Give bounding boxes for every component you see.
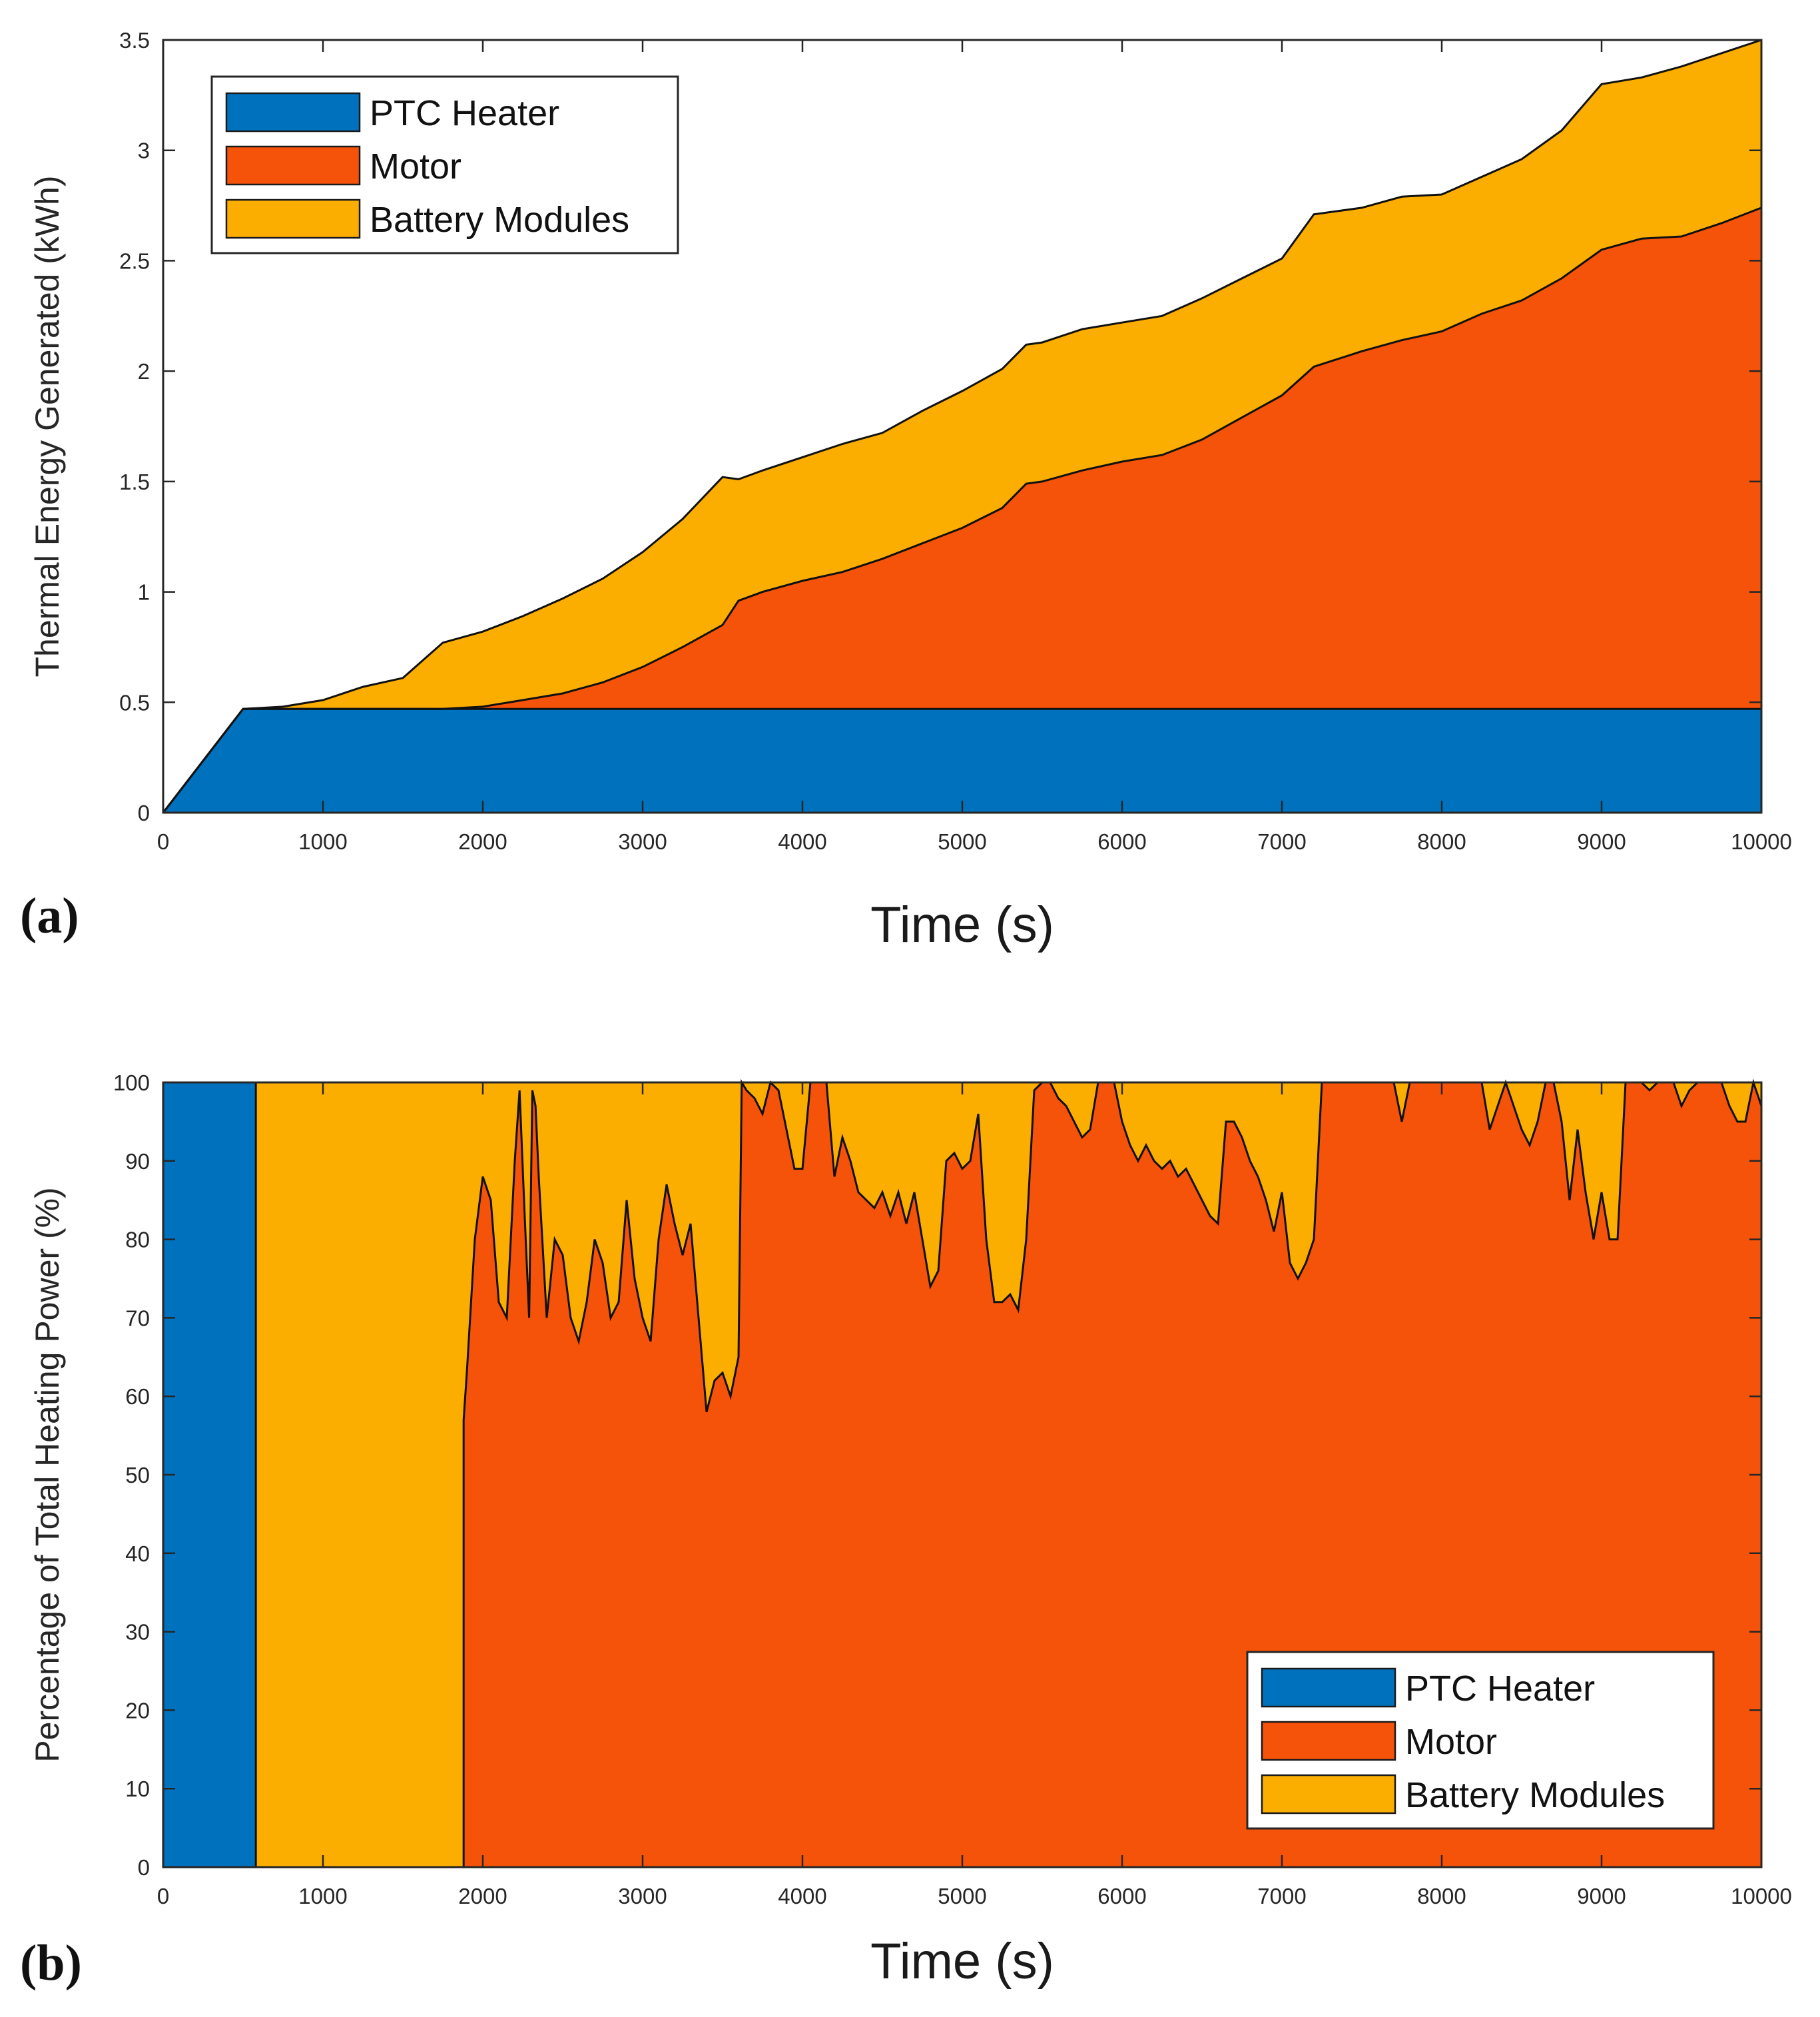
chart-a-x-tick-label: 8000 [1417, 829, 1466, 854]
chart-b-y-tick-label: 60 [125, 1384, 150, 1409]
chart-a-x-tick-label: 6000 [1097, 829, 1146, 854]
chart-b-y-tick-label: 20 [125, 1698, 150, 1723]
chart-a-legend-label-ptc-heater: PTC Heater [370, 93, 559, 133]
chart-a-y-tick-label: 1.5 [119, 470, 150, 494]
chart-a-line-motor [162, 206, 1762, 813]
chart-a-x-tick-label: 10000 [1731, 829, 1792, 854]
chart-a-legend-swatch-ptc-heater [225, 92, 361, 133]
chart-a-x-axis-label: Time (s) [870, 897, 1054, 953]
chart-b-legend: PTC Heater Motor Battery Modules [1246, 1651, 1715, 1830]
chart-a-x-tick-label: 0 [157, 829, 169, 854]
chart-b-x-tick-label: 9000 [1577, 1884, 1626, 1908]
chart-a-legend-swatch-motor [225, 145, 361, 186]
chart-b-x-tick-label: 4000 [778, 1884, 826, 1908]
chart-a-y-tick-label: 3.5 [119, 28, 150, 53]
chart-a-y-tick-label: 2 [138, 359, 150, 384]
chart-a-x-tick-label: 2000 [458, 829, 507, 854]
chart-b-y-axis-label: Percentage of Total Heating Power (%) [29, 1187, 66, 1762]
chart-b-y-tick-label: 100 [113, 1070, 150, 1095]
chart-b-x-tick-label: 1000 [298, 1884, 347, 1908]
chart-a-legend-label-battery-modules: Battery Modules [370, 200, 629, 240]
chart-a-line-ptc-heater [162, 707, 1761, 813]
chart-a-y-tick-label: 3 [138, 139, 150, 163]
chart-b-y-tick-label: 70 [125, 1306, 150, 1330]
chart-b-x-tick-label: 6000 [1097, 1884, 1146, 1908]
chart-b-x-tick-label: 10000 [1731, 1884, 1792, 1908]
chart-b-legend-swatch-ptc-heater [1261, 1667, 1396, 1708]
chart-b-y-tick-label: 90 [125, 1149, 150, 1174]
chart-b-y-tick-label: 30 [125, 1620, 150, 1645]
chart-b-legend-swatch-battery-modules [1261, 1774, 1396, 1815]
chart-b-panel-label: (b) [20, 1935, 82, 1991]
chart-a: 0 1000 2000 3000 4000 5000 6000 7000 8000 9000 100… [20, 28, 1792, 953]
chart-a-panel-label: (a) [20, 888, 79, 944]
chart-b-x-tick-label: 3000 [618, 1884, 667, 1908]
chart-a-legend: PTC Heater Motor Battery Modules [210, 75, 679, 254]
chart-a-x-tick-label: 1000 [298, 829, 347, 854]
chart-a-y-axis-label: Thermal Energy Generated (kWh) [29, 175, 66, 677]
chart-a-x-tick-label: 9000 [1577, 829, 1626, 854]
chart-a-y-tick-label: 1 [138, 580, 150, 605]
chart-b-y-tick-label: 40 [125, 1541, 150, 1566]
chart-b-x-tick-label: 5000 [938, 1884, 986, 1908]
chart-a-legend-swatch-battery-modules [225, 199, 361, 239]
chart-a-line-battery-modules [162, 39, 1762, 813]
chart-b-legend-label-battery-modules: Battery Modules [1405, 1775, 1665, 1815]
chart-a-x-tick-label: 3000 [618, 829, 667, 854]
chart-b-y-tick-label: 80 [125, 1228, 150, 1252]
chart-b-y-tick-label: 50 [125, 1463, 150, 1487]
chart-a-x-tick-label: 7000 [1257, 829, 1306, 854]
chart-a-area-battery-modules [163, 40, 1761, 813]
chart-a-area-ptc-heater [163, 709, 1761, 813]
chart-b-line-motor [462, 1078, 1763, 1867]
chart-a-x-tick-label: 4000 [778, 829, 826, 854]
chart-b-legend-label-ptc-heater: PTC Heater [1405, 1669, 1595, 1709]
chart-b-y-tick-label: 10 [125, 1777, 150, 1801]
chart-b: 0 1000 2000 3000 4000 5000 6000 7000 8000 9000 100… [20, 1070, 1792, 1991]
chart-b-x-tick-label: 8000 [1417, 1884, 1466, 1908]
chart-b-x-tick-label: 7000 [1257, 1884, 1306, 1908]
chart-b-x-tick-label: 0 [157, 1884, 169, 1908]
chart-a-y-tick-label: 0.5 [119, 690, 150, 715]
chart-b-area-ptc-heater [163, 1082, 256, 1867]
chart-b-y-tick-label: 0 [138, 1855, 150, 1880]
chart-b-x-axis-label: Time (s) [870, 1933, 1054, 1990]
chart-a-x-tick-label: 5000 [938, 829, 986, 854]
chart-a-area-motor [163, 207, 1761, 813]
chart-a-y-tick-label: 0 [138, 801, 150, 825]
chart-b-legend-swatch-motor [1261, 1721, 1396, 1761]
chart-a-y-tick-label: 2.5 [119, 248, 150, 273]
chart-b-legend-label-motor: Motor [1405, 1722, 1497, 1762]
chart-a-legend-label-motor: Motor [370, 147, 461, 187]
chart-b-x-tick-label: 2000 [458, 1884, 507, 1908]
